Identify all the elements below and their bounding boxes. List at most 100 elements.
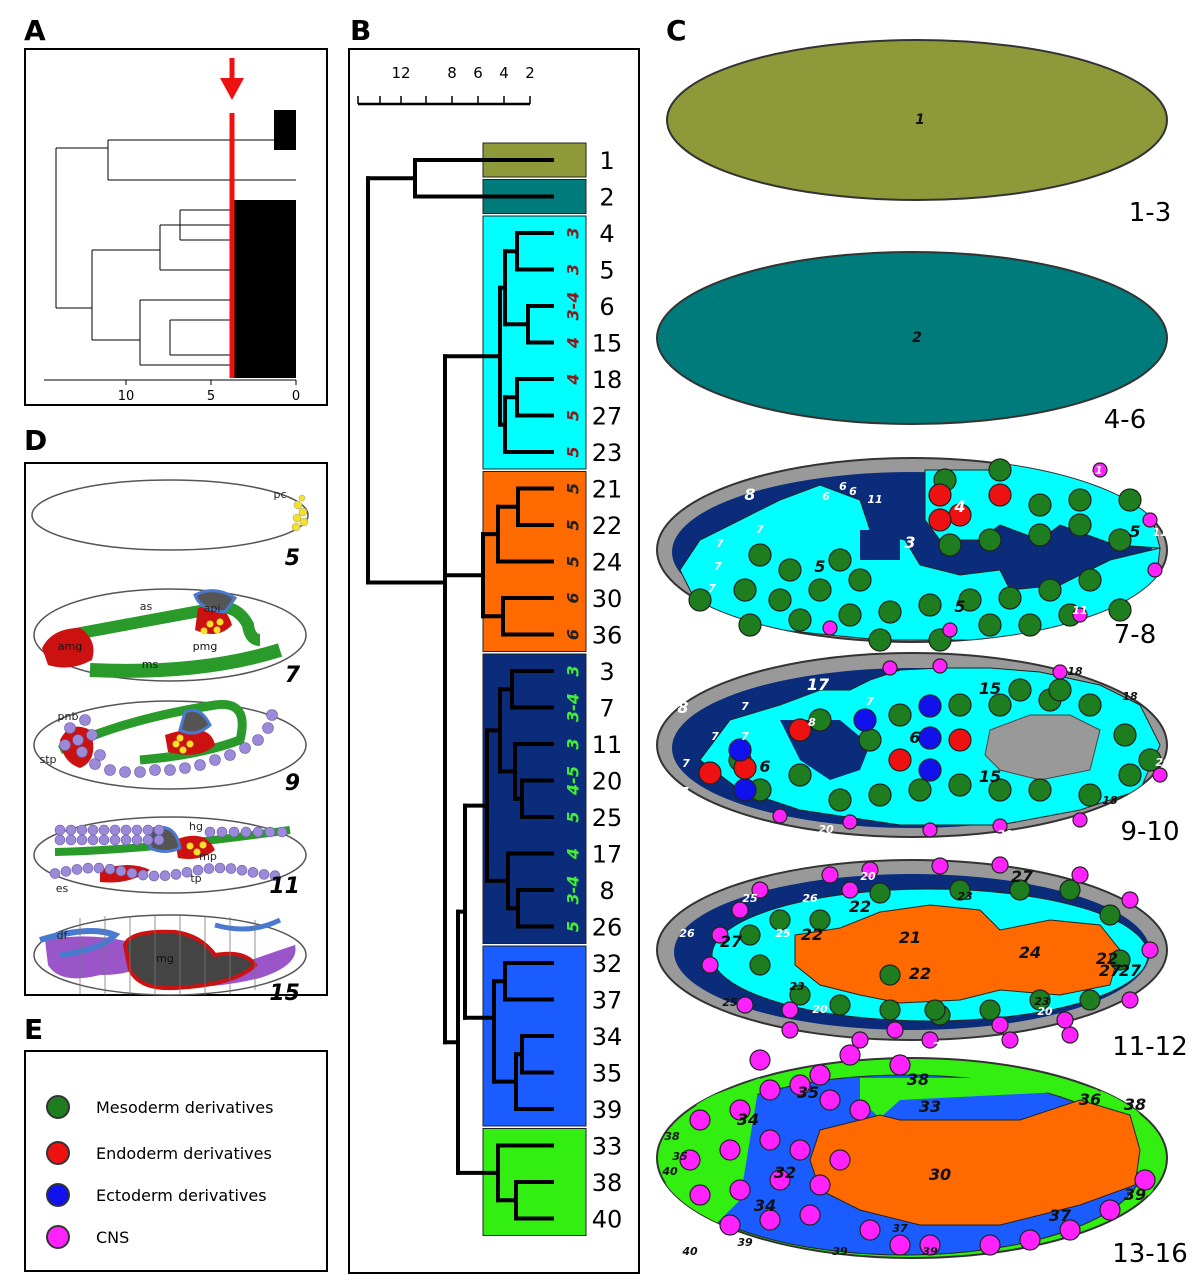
- cns-dot: [689, 1184, 711, 1206]
- neuroblast-dot: [153, 834, 165, 846]
- cns-dot: [1056, 1011, 1074, 1029]
- tissue-dot: [828, 548, 852, 572]
- tissue-dot: [918, 726, 942, 750]
- tissue-dot: [698, 761, 722, 785]
- region-label: 8: [808, 716, 816, 729]
- tissue-dot: [788, 763, 812, 787]
- neuroblast-dot: [228, 826, 240, 838]
- neuroblast-dot: [216, 826, 228, 838]
- tissue-dot: [1029, 989, 1051, 1011]
- tissue-dot: [739, 924, 761, 946]
- embryo-stage-13-16: 38 33 36 38 35 34 32 34 30 39 37 37 39 39 38 40 35 40 39: [656, 1044, 1168, 1259]
- tissue-label: pnb: [58, 710, 79, 723]
- axis-a-tick-label: 5: [207, 389, 215, 404]
- panel-label-b: B: [350, 14, 372, 47]
- neuroblast-dot: [214, 862, 226, 874]
- region-label: 7: [741, 730, 749, 743]
- cns-dot: [942, 622, 958, 638]
- neuroblast-dot: [153, 824, 165, 836]
- region-label: 30: [929, 1165, 951, 1184]
- region-label: 38: [1124, 1095, 1146, 1114]
- legend-label: CNS: [96, 1227, 130, 1247]
- cluster-id-label: 11: [592, 731, 623, 759]
- region-label: 23: [1034, 995, 1050, 1008]
- tissue-dot: [1078, 568, 1102, 592]
- region-label: 39: [737, 1236, 753, 1249]
- tissue-dot: [988, 778, 1012, 802]
- tissue-dot: [879, 964, 901, 986]
- neuroblast-dot: [120, 824, 132, 836]
- tissue-dot: [1068, 513, 1092, 537]
- region-label: 20: [860, 870, 876, 883]
- cluster-id-label: 4: [599, 220, 614, 248]
- region-label: 22: [909, 964, 931, 983]
- cns-dot: [1059, 1219, 1081, 1241]
- region-label: 6: [839, 480, 847, 493]
- neuroblast-dot: [142, 834, 154, 846]
- region-label: 39: [832, 1245, 848, 1258]
- neuroblast-dot: [64, 722, 76, 734]
- cluster-id-label: 21: [592, 476, 623, 504]
- stage-label: 5: [564, 519, 583, 530]
- tissue-dot: [928, 483, 952, 507]
- cns-dot: [829, 1149, 851, 1171]
- tissue-label: pmg: [193, 640, 218, 653]
- neuroblast-dot: [119, 766, 131, 778]
- tissue-dot: [768, 588, 792, 612]
- cns-dot: [839, 1044, 861, 1066]
- region-label: 32: [774, 1163, 796, 1182]
- cluster-id-label: 33: [592, 1133, 623, 1161]
- tissue-dot: [948, 773, 972, 797]
- cns-dot: [1141, 941, 1159, 959]
- cns-dot: [809, 1064, 831, 1086]
- region-label: 39: [1124, 1185, 1146, 1204]
- cns-dot: [781, 1021, 799, 1039]
- region-label: 7: [716, 537, 724, 550]
- cns-dot: [1121, 891, 1139, 909]
- region-label: 11: [867, 493, 882, 506]
- cns-dot: [689, 1109, 711, 1131]
- region-label: 7: [756, 523, 764, 536]
- tissue-dot: [1118, 488, 1142, 512]
- scale-tick-label: 6: [473, 64, 483, 82]
- cns-dot: [729, 1099, 751, 1121]
- cns-dot: [789, 1074, 811, 1096]
- tissue-dot: [869, 882, 891, 904]
- cluster-id-label: 3: [599, 658, 614, 686]
- tissue-dot: [948, 693, 972, 717]
- tissue-dot: [988, 483, 1012, 507]
- cluster-id-label: 22: [592, 512, 623, 540]
- stage-number: 7: [285, 663, 301, 688]
- cns-dot: [1052, 664, 1068, 680]
- cluster-id-label: 38: [592, 1169, 623, 1197]
- region-label: 7: [866, 695, 874, 708]
- cns-dot: [679, 1149, 701, 1171]
- stage-label: 3: [564, 738, 583, 749]
- stage-label: 5: [564, 446, 583, 457]
- tissue-dot: [878, 600, 902, 624]
- neuroblast-dot: [269, 870, 281, 882]
- stage-number: 11: [269, 874, 300, 899]
- tissue-dot: [808, 708, 832, 732]
- region-label: 38: [664, 1130, 680, 1143]
- neuroblast-dot: [109, 834, 121, 846]
- tissue-dot: [1118, 763, 1142, 787]
- cluster-id-label: 2: [599, 184, 614, 212]
- neuroblast-dot: [192, 864, 204, 876]
- cns-dot: [842, 814, 858, 830]
- cns-dot: [759, 1079, 781, 1101]
- stage-label: 3-4: [564, 292, 583, 321]
- tissue-dot: [928, 508, 952, 532]
- stage-range-label: 1-3: [1129, 198, 1171, 228]
- stage-number: 5: [285, 546, 300, 571]
- tissue-dot: [979, 999, 1001, 1021]
- cns-dot: [1121, 991, 1139, 1009]
- tissue-dot: [1028, 778, 1052, 802]
- region-label: 6: [759, 757, 770, 776]
- region-label: 40: [661, 1165, 678, 1178]
- tissue-dot: [1018, 613, 1042, 637]
- stage-label: 3-4: [564, 876, 583, 905]
- region-label: 5: [954, 597, 965, 616]
- region-label: 22: [1096, 949, 1118, 968]
- cns-dot: [1099, 1199, 1121, 1221]
